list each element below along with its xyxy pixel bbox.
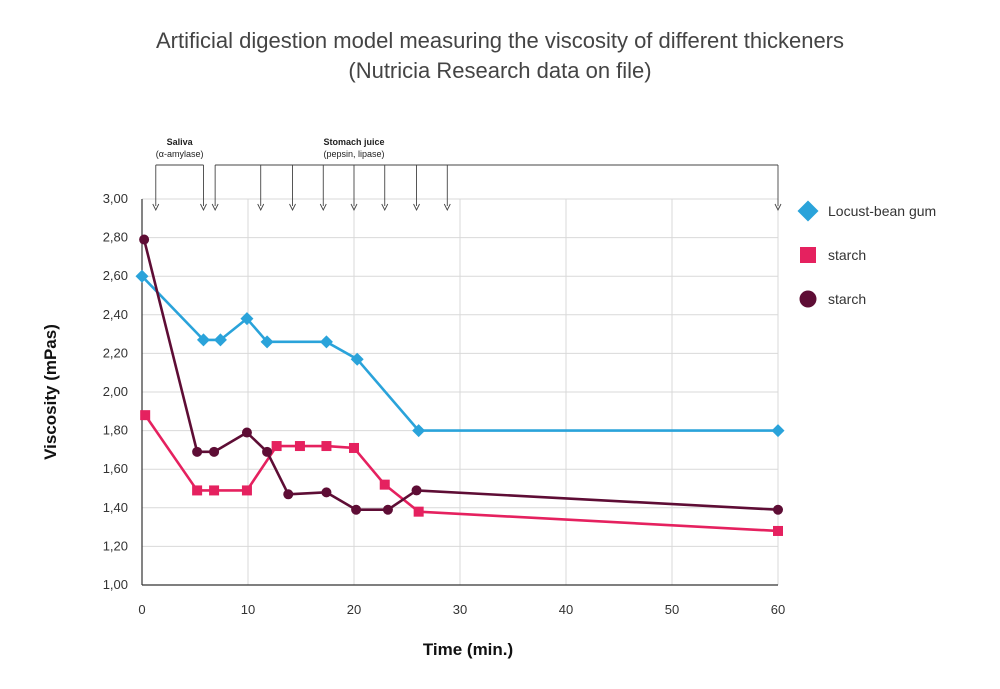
y-tick-label: 2,40 — [103, 307, 128, 322]
phase-arrow-head — [319, 203, 327, 212]
data-point-square — [800, 247, 816, 263]
phase-arrow-head — [200, 203, 207, 212]
data-point-diamond — [196, 333, 210, 347]
data-point-diamond — [213, 333, 227, 347]
data-point-square — [773, 525, 783, 536]
data-point-diamond — [260, 335, 274, 349]
data-point-square — [294, 441, 305, 452]
data-point-diamond — [319, 335, 333, 349]
y-tick-label: 2,00 — [103, 384, 128, 399]
data-point-square — [241, 485, 252, 496]
data-point-square — [192, 485, 203, 496]
x-tick-label: 60 — [771, 602, 785, 617]
x-tick-label: 0 — [138, 602, 145, 617]
phase-layer: Saliva (α-amylase) Stomach juice (pepsin, l… — [152, 137, 782, 212]
series-layer — [135, 234, 785, 536]
data-point-circle — [411, 485, 422, 496]
x-tick-label: 10 — [241, 602, 255, 617]
phase-arrow-head — [257, 203, 265, 212]
phase-label: Saliva — [167, 137, 194, 147]
data-point-diamond — [412, 424, 426, 438]
y-tick-label: 1,00 — [103, 577, 128, 592]
phase-label: Stomach juice — [323, 137, 384, 147]
phase-sublabel: (pepsin, lipase) — [323, 149, 384, 159]
phase-arrow-head — [413, 203, 420, 212]
data-point-diamond — [771, 424, 785, 438]
data-point-diamond — [240, 312, 254, 326]
data-point-square — [413, 506, 424, 517]
y-tick-label: 1,20 — [103, 538, 128, 553]
phase-arrow-head — [381, 203, 389, 212]
x-tick-label: 40 — [559, 602, 573, 617]
chart-title-block: Artificial digestion model measuring the… — [0, 26, 1000, 86]
y-tick-label: 2,20 — [103, 345, 128, 360]
x-tick-label: 20 — [347, 602, 361, 617]
legend-label: starch — [828, 291, 866, 307]
data-point-circle — [283, 489, 294, 500]
y-tick-label: 1,80 — [103, 423, 128, 438]
y-tick-label: 3,00 — [103, 191, 128, 206]
data-point-circle — [139, 234, 150, 245]
y-axis-title: Viscosity (mPas) — [41, 324, 60, 460]
data-point-square — [140, 410, 151, 421]
phase-arrow-head — [289, 203, 296, 212]
phase-arrow-head — [350, 203, 358, 212]
data-point-circle — [262, 446, 273, 457]
phase-sublabel: (α-amylase) — [156, 149, 204, 159]
data-point-circle — [799, 290, 817, 308]
data-point-square — [271, 441, 282, 452]
axis-layer: 1,00 1,20 1,40 1,60 1,80 2,00 2,20 2,40 2,60 2,80… — [103, 191, 786, 617]
legend-layer: Locust-bean gum starch starch — [797, 200, 936, 308]
data-point-circle — [241, 427, 252, 438]
x-tick-label: 30 — [453, 602, 467, 617]
y-tick-label: 1,60 — [103, 461, 128, 476]
phase-arrow-head — [774, 203, 782, 212]
chart-title: Artificial digestion model measuring the… — [155, 28, 845, 53]
legend-label: Locust-bean gum — [828, 203, 936, 219]
data-point-square — [349, 442, 359, 453]
y-tick-label: 1,40 — [103, 500, 128, 515]
data-point-square — [209, 485, 220, 496]
x-axis-title: Time (min.) — [423, 640, 513, 659]
data-point-diamond — [797, 200, 819, 222]
phase-arrow-head — [443, 203, 451, 212]
data-point-circle — [209, 446, 220, 457]
phase-arrow-head — [152, 203, 160, 212]
phase-arrow-head — [211, 203, 219, 212]
data-point-circle — [351, 504, 362, 515]
data-point-circle — [382, 504, 393, 515]
data-point-diamond — [135, 269, 149, 283]
legend-label: starch — [828, 247, 866, 263]
x-tick-label: 50 — [665, 602, 679, 617]
data-point-circle — [773, 504, 783, 515]
data-point-square — [379, 479, 390, 490]
y-tick-label: 2,60 — [103, 268, 128, 283]
data-point-circle — [192, 446, 203, 457]
y-tick-label: 2,80 — [103, 230, 128, 245]
data-point-square — [321, 441, 332, 452]
data-point-diamond — [350, 352, 364, 366]
data-point-circle — [321, 487, 332, 498]
series-line — [144, 414, 779, 533]
chart-subtitle: (Nutricia Research data on file) — [348, 58, 652, 83]
